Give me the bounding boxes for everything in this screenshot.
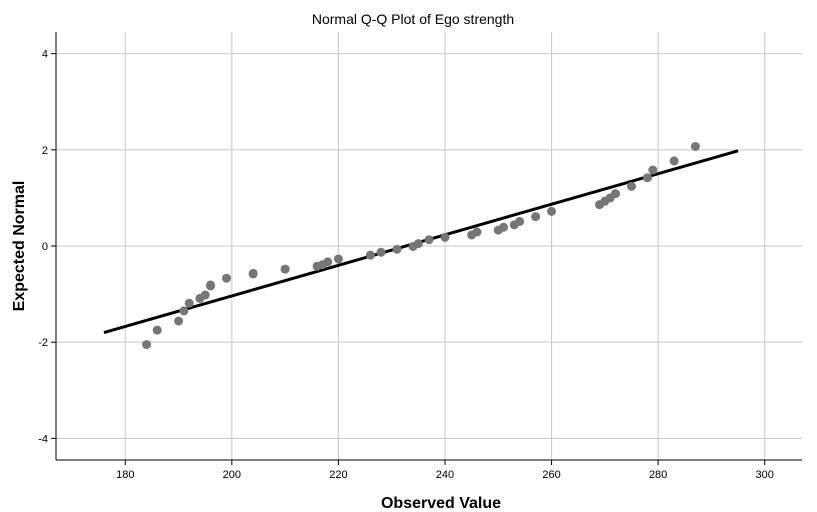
x-tick-label: 240 (436, 469, 454, 481)
data-point (547, 206, 557, 216)
x-tick-label: 200 (223, 469, 241, 481)
x-tick-label: 280 (649, 469, 667, 481)
data-point (531, 212, 541, 222)
data-point (648, 165, 658, 175)
y-ticks: -4 -2 0 2 4 (38, 49, 56, 445)
x-tick-label: 220 (329, 469, 347, 481)
data-point (174, 316, 184, 326)
grid-lines (56, 32, 802, 460)
data-point (222, 273, 232, 283)
data-point (179, 306, 189, 316)
data-point (184, 298, 194, 308)
data-points (142, 141, 700, 350)
y-axis-title: Expected Normal (11, 181, 28, 312)
data-point (365, 250, 375, 260)
data-point (323, 257, 333, 267)
data-point (626, 181, 636, 191)
data-point (499, 222, 509, 232)
data-point (333, 254, 343, 264)
chart-title: Normal Q-Q Plot of Ego strength (312, 11, 514, 27)
data-point (472, 227, 482, 237)
data-point (280, 264, 290, 274)
data-point (206, 280, 216, 290)
data-point (413, 239, 423, 249)
data-point (515, 216, 525, 226)
x-tick-label: 180 (116, 469, 134, 481)
y-tick-label: 4 (42, 49, 48, 61)
data-point (611, 189, 620, 199)
x-ticks: 180 200 220 240 260 280 300 (116, 460, 774, 481)
data-point (392, 244, 402, 254)
data-point (690, 141, 700, 151)
data-point (152, 325, 162, 335)
x-tick-label: 260 (542, 469, 560, 481)
data-point (440, 232, 450, 242)
data-point (424, 235, 434, 245)
data-point (669, 156, 679, 166)
data-point (248, 269, 258, 279)
y-tick-label: -4 (38, 433, 48, 445)
y-tick-label: -2 (38, 337, 48, 349)
x-tick-label: 300 (756, 469, 774, 481)
data-point (142, 340, 152, 350)
data-point (376, 247, 386, 257)
y-tick-label: 0 (42, 241, 48, 253)
y-tick-label: 2 (42, 145, 48, 157)
data-point (642, 173, 652, 183)
data-point (200, 290, 210, 300)
x-axis-title: Observed Value (381, 495, 501, 512)
